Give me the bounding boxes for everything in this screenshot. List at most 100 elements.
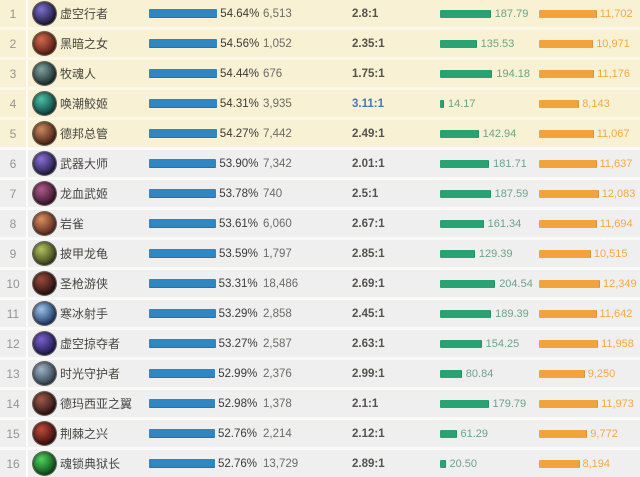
champion-avatar[interactable] bbox=[32, 210, 56, 237]
kda-ratio: 2.89:1 bbox=[352, 457, 385, 470]
kda-ratio: 2.1:1 bbox=[352, 397, 379, 410]
champion-avatar[interactable] bbox=[32, 180, 56, 207]
champion-portrait-icon bbox=[32, 2, 56, 25]
win-rate-value: 53.29% bbox=[218, 307, 258, 320]
table-row[interactable]: 5 德邦总管 54.27% 7,442 2.49:1 142.94 11,067 bbox=[0, 120, 640, 147]
champion-name[interactable]: 时光守护者 bbox=[60, 367, 121, 381]
champion-name[interactable]: 龙血武姬 bbox=[60, 187, 109, 201]
champion-portrait-icon bbox=[32, 422, 56, 445]
kda-ratio: 2.63:1 bbox=[352, 337, 385, 350]
table-row[interactable]: 10 圣枪游侠 53.31% 18,486 2.69:1 204.54 12,3… bbox=[0, 270, 640, 297]
champion-avatar[interactable] bbox=[32, 120, 56, 147]
table-row[interactable]: 4 唤潮鲛姬 54.31% 3,935 3.11:1 14.17 8,143 bbox=[0, 90, 640, 117]
green-metric-cell: 161.34 bbox=[440, 210, 521, 237]
orange-metric-value: 11,176 bbox=[597, 67, 631, 80]
kda-ratio: 2.12:1 bbox=[352, 427, 385, 440]
table-row[interactable]: 14 德玛西亚之翼 52.98% 1,378 2.1:1 179.79 11,9… bbox=[0, 390, 640, 417]
champion-name[interactable]: 圣枪游侠 bbox=[60, 277, 109, 291]
champion-name[interactable]: 荆棘之兴 bbox=[60, 427, 109, 441]
games-count: 2,587 bbox=[263, 337, 292, 350]
win-rate-cell: 53.31% bbox=[149, 270, 258, 297]
champion-avatar[interactable] bbox=[32, 150, 56, 177]
table-row[interactable]: 11 寒冰射手 53.29% 2,858 2.45:1 189.39 11,64… bbox=[0, 300, 640, 327]
orange-metric-value: 9,772 bbox=[590, 427, 618, 440]
orange-metric-cell: 10,971 bbox=[539, 30, 630, 57]
champion-name[interactable]: 魂锁典狱长 bbox=[60, 457, 121, 471]
table-row[interactable]: 15 荆棘之兴 52.76% 2,214 2.12:1 61.29 9,772 bbox=[0, 420, 640, 447]
champion-name[interactable]: 虚空行者 bbox=[60, 7, 109, 21]
champion-avatar[interactable] bbox=[32, 0, 56, 27]
orange-metric-value: 11,694 bbox=[599, 217, 633, 230]
champion-name[interactable]: 牧魂人 bbox=[60, 67, 97, 81]
games-count: 676 bbox=[263, 67, 283, 80]
champion-portrait-icon bbox=[32, 392, 56, 415]
champion-name[interactable]: 德玛西亚之翼 bbox=[60, 397, 133, 411]
win-rate-value: 53.27% bbox=[218, 337, 258, 350]
orange-metric-value: 11,702 bbox=[599, 7, 633, 20]
champion-avatar[interactable] bbox=[32, 330, 56, 357]
games-count: 2,858 bbox=[263, 307, 292, 320]
win-rate-bar bbox=[149, 399, 216, 408]
table-row[interactable]: 13 时光守护者 52.99% 2,376 2.99:1 80.84 9,250 bbox=[0, 360, 640, 387]
orange-metric-bar bbox=[539, 9, 597, 18]
win-rate-bar bbox=[149, 99, 217, 108]
green-metric-value: 80.84 bbox=[465, 367, 494, 380]
green-metric-bar bbox=[440, 249, 475, 258]
win-rate-bar bbox=[149, 309, 216, 318]
champion-avatar[interactable] bbox=[32, 420, 56, 447]
kda-ratio: 2.85:1 bbox=[352, 247, 385, 260]
table-row[interactable]: 3 牧魂人 54.44% 676 1.75:1 194.18 11,176 bbox=[0, 60, 640, 87]
games-count: 2,376 bbox=[263, 367, 292, 380]
champion-avatar[interactable] bbox=[32, 240, 56, 267]
green-metric-bar bbox=[440, 399, 489, 408]
champion-name[interactable]: 黑暗之女 bbox=[60, 37, 109, 51]
champion-name[interactable]: 寒冰射手 bbox=[60, 307, 109, 321]
win-rate-cell: 53.90% bbox=[149, 150, 258, 177]
table-row[interactable]: 7 龙血武姬 53.78% 740 2.5:1 187.59 12,083 bbox=[0, 180, 640, 207]
champion-avatar[interactable] bbox=[32, 300, 56, 327]
win-rate-bar bbox=[149, 249, 216, 258]
win-rate-value: 53.78% bbox=[219, 187, 259, 200]
table-row[interactable]: 12 虚空掠夺者 53.27% 2,587 2.63:1 154.25 11,9… bbox=[0, 330, 640, 357]
champion-avatar[interactable] bbox=[32, 270, 56, 297]
win-rate-bar bbox=[149, 189, 217, 198]
table-row[interactable]: 1 虚空行者 54.64% 6,513 2.8:1 187.79 11,702 bbox=[0, 0, 640, 27]
table-row[interactable]: 16 魂锁典狱长 52.76% 13,729 2.89:1 20.50 8,19… bbox=[0, 450, 640, 477]
green-metric-value: 135.53 bbox=[480, 37, 515, 50]
green-metric-cell: 154.25 bbox=[440, 330, 519, 357]
orange-metric-cell: 11,637 bbox=[539, 150, 632, 177]
champion-name[interactable]: 武器大师 bbox=[60, 157, 109, 171]
champion-avatar[interactable] bbox=[32, 60, 56, 87]
kda-ratio: 2.8:1 bbox=[352, 7, 379, 20]
champion-name[interactable]: 披甲龙龟 bbox=[60, 247, 109, 261]
table-row[interactable]: 6 武器大师 53.90% 7,342 2.01:1 181.71 11,637 bbox=[0, 150, 640, 177]
green-metric-bar bbox=[440, 39, 477, 48]
top-ranked-section: 1 虚空行者 54.64% 6,513 2.8:1 187.79 11,702 … bbox=[0, 0, 640, 147]
orange-metric-value: 11,642 bbox=[599, 307, 633, 320]
champion-name[interactable]: 唤潮鲛姬 bbox=[60, 97, 109, 111]
win-rate-value: 54.44% bbox=[220, 67, 260, 80]
kda-ratio: 2.45:1 bbox=[352, 307, 385, 320]
champion-name[interactable]: 岩雀 bbox=[60, 217, 85, 231]
champion-name[interactable]: 虚空掠夺者 bbox=[60, 337, 121, 351]
win-rate-bar bbox=[149, 339, 216, 348]
rank-number: 11 bbox=[0, 300, 28, 327]
games-count: 13,729 bbox=[263, 457, 299, 470]
champion-name[interactable]: 德邦总管 bbox=[60, 127, 109, 141]
win-rate-value: 54.64% bbox=[220, 7, 260, 20]
table-row[interactable]: 9 披甲龙龟 53.59% 1,797 2.85:1 129.39 10,515 bbox=[0, 240, 640, 267]
champion-avatar[interactable] bbox=[32, 30, 56, 57]
table-row[interactable]: 2 黑暗之女 54.56% 1,052 2.35:1 135.53 10,971 bbox=[0, 30, 640, 57]
champion-avatar[interactable] bbox=[32, 450, 56, 477]
champion-avatar[interactable] bbox=[32, 360, 56, 387]
table-row[interactable]: 8 岩雀 53.61% 6,060 2.67:1 161.34 11,694 bbox=[0, 210, 640, 237]
green-metric-cell: 61.29 bbox=[440, 420, 488, 447]
champion-avatar[interactable] bbox=[32, 390, 56, 417]
win-rate-bar bbox=[149, 429, 215, 438]
orange-metric-cell: 11,176 bbox=[539, 60, 630, 87]
win-rate-bar bbox=[149, 159, 217, 168]
games-count: 7,442 bbox=[263, 127, 292, 140]
rank-number: 1 bbox=[0, 0, 28, 27]
champion-avatar[interactable] bbox=[32, 90, 56, 117]
green-metric-value: 181.71 bbox=[493, 157, 527, 170]
